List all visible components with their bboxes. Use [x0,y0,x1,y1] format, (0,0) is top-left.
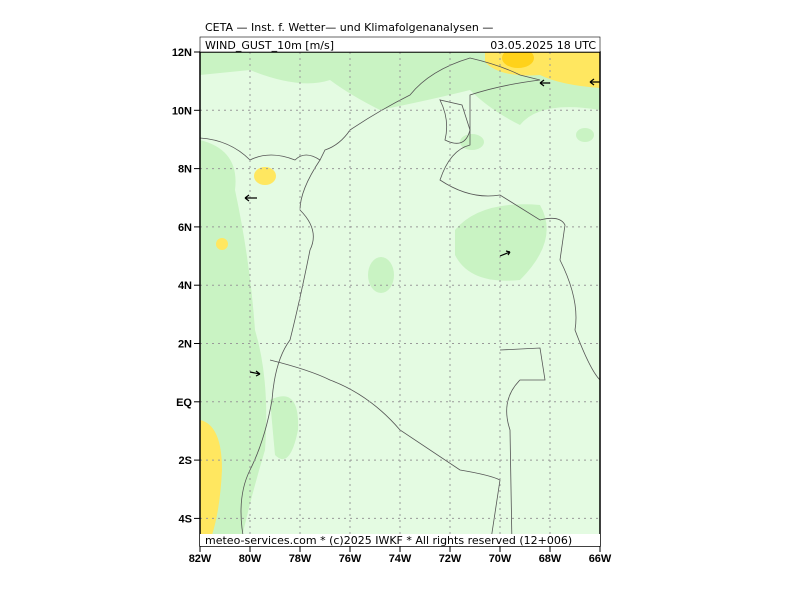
lon-label: 68W [539,553,562,565]
lon-label: 78W [289,553,312,565]
map-title: CETA — Inst. f. Wetter— und Klimafolgena… [205,21,493,34]
lat-label: 6N [178,222,192,234]
date-label: 03.05.2025 18 UTC [490,39,596,52]
lat-label: 4N [178,280,192,292]
credit: meteo-services.com * (c)2025 IWKF * All … [205,534,572,547]
lon-label: 76W [339,553,362,565]
graticule [200,52,600,546]
lat-label: 10N [172,105,192,117]
field [200,52,600,546]
lon-label: 70W [489,553,512,565]
footer-bar [200,534,600,546]
lat-label: EQ [176,397,192,409]
variable-label: WIND_GUST_10m [m/s] [205,39,334,52]
lat-label: 8N [178,164,192,176]
wind-arrows [244,78,600,377]
lat-label: 12N [172,47,192,59]
lon-label: 72W [439,553,462,565]
header-bar [199,36,601,53]
lon-label: 82W [189,553,212,565]
lon-label: 66W [589,553,612,565]
lon-label: 74W [389,553,412,565]
lat-label: 4S [179,513,192,525]
lat-label: 2S [179,455,192,467]
lat-label: 2N [178,339,192,351]
lon-label: 80W [239,553,262,565]
